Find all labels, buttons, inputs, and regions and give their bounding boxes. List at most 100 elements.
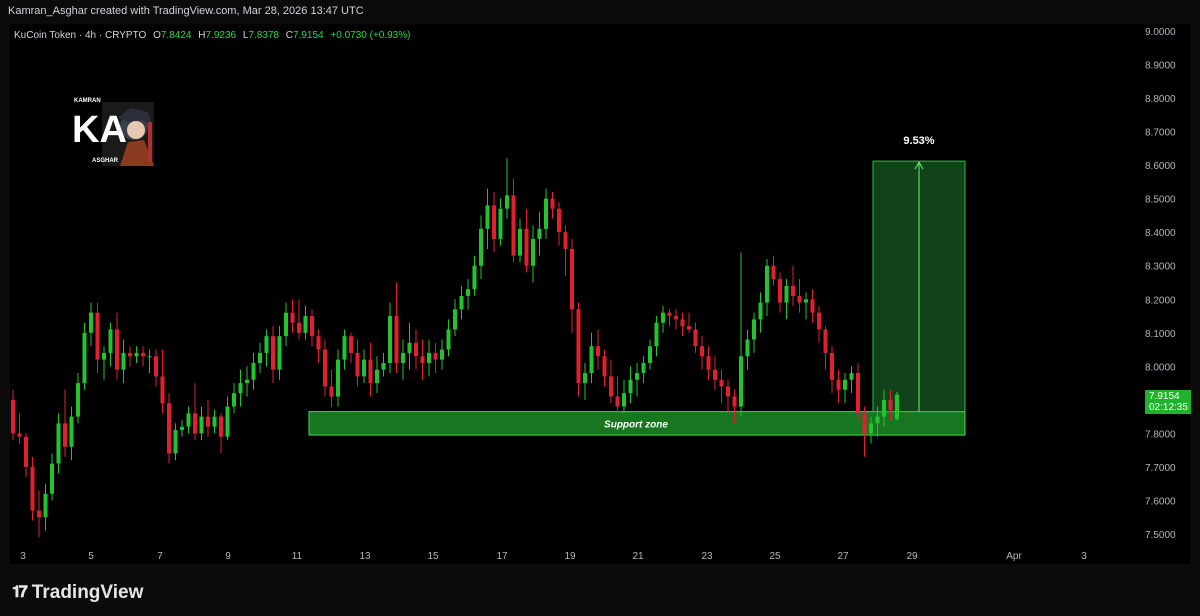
candle-body xyxy=(439,349,445,360)
bar-countdown: 02:12:35 xyxy=(1149,402,1188,413)
candle-body xyxy=(114,329,120,370)
candle-body xyxy=(875,416,880,424)
candle-body xyxy=(69,416,74,447)
open-label: O xyxy=(153,30,161,41)
y-tick-label: 8.8000 xyxy=(1145,94,1176,105)
candle-body xyxy=(524,228,529,266)
support-zone-box xyxy=(308,411,966,436)
candle-body xyxy=(342,336,347,360)
candle-body xyxy=(238,383,243,394)
candle-body xyxy=(693,329,698,347)
close-label: C xyxy=(285,30,294,41)
candle-body xyxy=(192,413,198,434)
low-label: L xyxy=(242,30,249,41)
symbol-interval: 4h xyxy=(84,30,97,41)
candle-body xyxy=(244,379,250,384)
candle-body xyxy=(186,413,191,427)
candle-body xyxy=(400,352,406,363)
support-zone-label: Support zone xyxy=(604,419,668,430)
x-tick-label: 21 xyxy=(632,551,644,562)
candle-body xyxy=(199,416,204,434)
candle-body xyxy=(127,352,133,357)
candle-body xyxy=(251,362,256,380)
candle-body xyxy=(660,312,666,323)
candle-body xyxy=(225,406,230,437)
candle-body xyxy=(576,309,581,384)
candle-body xyxy=(75,383,81,417)
y-tick-label: 8.2000 xyxy=(1145,295,1176,306)
tradingview-logo[interactable]: 𝟏𝟕 TradingView xyxy=(12,582,143,604)
candle-body xyxy=(309,316,315,337)
x-tick-label: 19 xyxy=(564,551,576,562)
candle-body xyxy=(446,329,451,350)
candle-body xyxy=(361,359,367,377)
candle-body xyxy=(322,349,328,387)
x-tick-label: 9 xyxy=(225,551,231,562)
candle-body xyxy=(413,342,419,357)
candle-body xyxy=(784,285,789,303)
x-tick-label: 27 xyxy=(837,551,849,562)
tradingview-brand: TradingView xyxy=(31,582,144,603)
candle-body xyxy=(842,379,848,390)
candle-body xyxy=(628,379,633,394)
candle-body xyxy=(530,238,536,266)
candle-body xyxy=(881,399,887,417)
candle-body xyxy=(30,466,35,511)
candle-body xyxy=(472,265,477,290)
candle-body xyxy=(738,356,744,407)
x-tick-label: 17 xyxy=(496,551,508,562)
x-tick-label: 11 xyxy=(292,551,303,562)
candle-body xyxy=(205,416,211,427)
candle-body xyxy=(621,393,627,407)
candle-body xyxy=(764,265,770,303)
candle-body xyxy=(264,336,269,353)
candle-body xyxy=(517,228,523,256)
candle-body xyxy=(329,386,334,397)
chart-panel[interactable] xyxy=(10,24,1190,564)
x-tick-label: 15 xyxy=(427,551,439,562)
candle-body xyxy=(257,352,263,363)
candle-body xyxy=(550,198,555,209)
candle-body xyxy=(296,322,302,333)
last-price-tag: 7.9154 02:12:35 xyxy=(1145,390,1191,414)
candle-body xyxy=(654,322,659,347)
candle-body xyxy=(673,316,679,320)
x-tick-label: 3 xyxy=(1081,551,1087,562)
y-tick-label: 8.1000 xyxy=(1145,329,1176,340)
candle-body xyxy=(667,312,672,317)
candle-body xyxy=(699,346,705,357)
logo-top-text: KAMRAN xyxy=(74,98,101,104)
candle-body xyxy=(790,285,796,296)
y-tick-label: 8.0000 xyxy=(1145,362,1176,373)
candle-body xyxy=(17,433,22,437)
low-value: 7.8378 xyxy=(248,30,280,41)
candle-body xyxy=(498,208,503,239)
candle-body xyxy=(751,319,757,340)
candle-body xyxy=(43,493,48,518)
candle-body xyxy=(335,359,341,397)
y-tick-label: 8.4000 xyxy=(1145,228,1176,239)
candle-body xyxy=(381,362,386,370)
credit-text: Kamran_Asghar created with TradingView.c… xyxy=(8,5,364,17)
candle-body xyxy=(147,356,152,358)
candle-body xyxy=(758,302,763,320)
symbol-info: KuCoin Token · 4h · CRYPTO O7.8424 H7.92… xyxy=(14,30,411,41)
candle-body xyxy=(504,195,510,209)
change-value: +0.0730 (+0.93%) xyxy=(330,30,411,41)
symbol-name: KuCoin Token xyxy=(14,30,77,41)
candle-body xyxy=(803,299,809,303)
candle-body xyxy=(36,510,42,518)
candle-body xyxy=(894,394,900,420)
candle-body xyxy=(140,352,146,357)
candle-body xyxy=(108,329,113,353)
target-percent-label: 9.53% xyxy=(903,135,934,147)
candle-body xyxy=(719,379,724,387)
candle-body xyxy=(647,346,653,363)
y-tick-label: 8.5000 xyxy=(1145,195,1176,206)
candle-body xyxy=(387,316,393,363)
target-arrow-head xyxy=(914,161,924,170)
candle-body xyxy=(270,336,276,370)
candle-body xyxy=(95,312,100,360)
candle-body xyxy=(433,352,438,360)
